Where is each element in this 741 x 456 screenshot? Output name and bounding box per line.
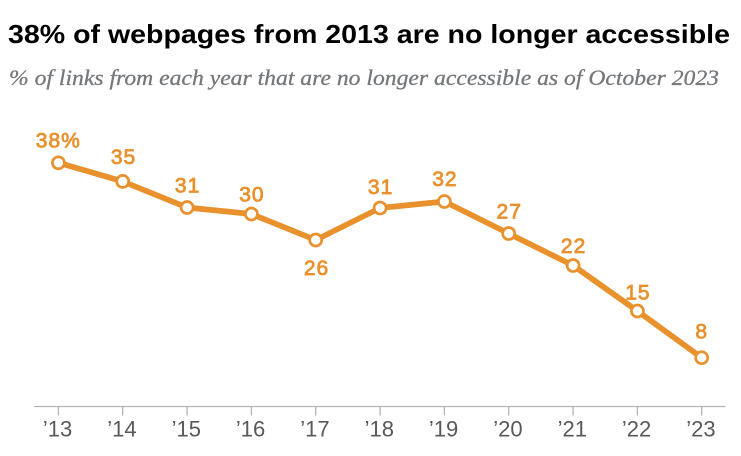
svg-text:32: 32: [432, 168, 457, 191]
svg-text:’20: ’20: [493, 417, 522, 442]
svg-text:8: 8: [695, 321, 708, 344]
svg-text:’21: ’21: [558, 417, 587, 442]
svg-text:’23: ’23: [686, 417, 715, 442]
svg-text:’16: ’16: [236, 417, 265, 442]
svg-text:’15: ’15: [172, 417, 201, 442]
svg-text:31: 31: [175, 174, 200, 197]
svg-text:’18: ’18: [365, 417, 394, 442]
svg-text:27: 27: [497, 200, 522, 223]
svg-text:26: 26: [304, 257, 329, 280]
svg-text:15: 15: [625, 281, 650, 304]
svg-text:22: 22: [561, 235, 586, 258]
svg-text:’17: ’17: [300, 417, 329, 442]
svg-text:35: 35: [111, 146, 136, 169]
svg-text:38%: 38%: [36, 130, 81, 153]
svg-text:% of links from each year that: % of links from each year that are no lo…: [9, 65, 719, 90]
svg-text:’14: ’14: [107, 417, 136, 442]
svg-text:31: 31: [368, 176, 393, 199]
svg-text:’22: ’22: [622, 417, 651, 442]
svg-text:30: 30: [239, 183, 264, 206]
svg-text:’19: ’19: [429, 417, 458, 442]
svg-text:’13: ’13: [43, 417, 72, 442]
svg-text:38% of webpages from 2013 are: 38% of webpages from 2013 are no longer …: [8, 19, 730, 49]
